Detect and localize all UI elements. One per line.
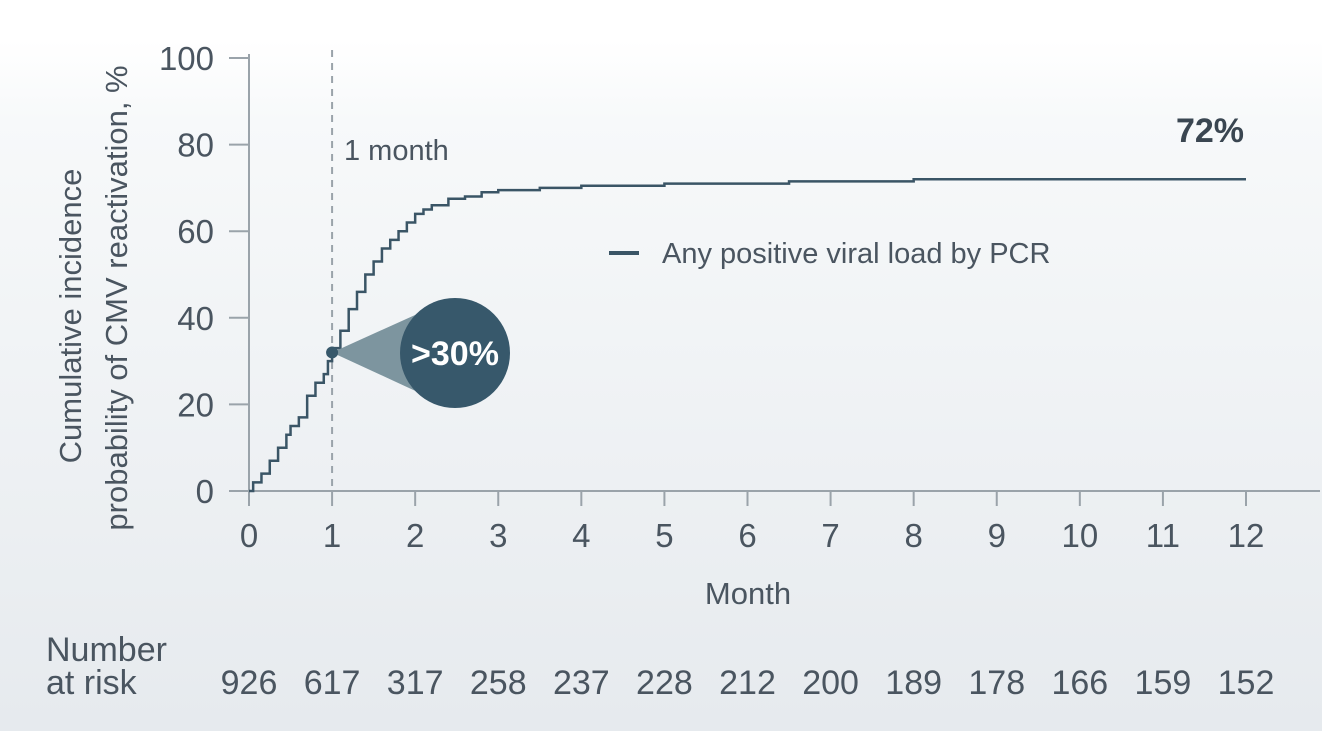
risk-value: 189 <box>885 664 942 702</box>
x-tick-label: 3 <box>489 517 507 554</box>
x-tick-label: 1 <box>323 517 341 554</box>
end-value-label: 72% <box>1176 112 1244 150</box>
x-tick-label: 6 <box>738 517 756 554</box>
x-tick-label: 0 <box>240 517 258 554</box>
x-tick-label: 11 <box>1146 517 1180 554</box>
y-tick-label: 60 <box>177 213 214 250</box>
risk-value: 617 <box>304 664 361 702</box>
callout-circle <box>400 298 510 408</box>
x-tick-label: 12 <box>1228 517 1265 554</box>
x-axis-label: Month <box>705 576 791 611</box>
legend-label: Any positive viral load by PCR <box>662 238 1050 270</box>
risk-value: 178 <box>968 664 1025 702</box>
x-tick-label: 9 <box>988 517 1006 554</box>
risk-value: 152 <box>1218 664 1275 702</box>
x-tick-label: 5 <box>655 517 673 554</box>
callout-label: >30% <box>411 335 499 373</box>
risk-value: 237 <box>553 664 610 702</box>
x-tick-label: 8 <box>904 517 922 554</box>
risk-table: Number at risk 926 617 317 258 237 228 212 200 1… <box>46 631 1274 702</box>
x-tick-label: 4 <box>572 517 590 554</box>
y-axis-label: Cumulative incidence probability of CMV … <box>53 65 134 530</box>
callout-dot <box>326 346 339 359</box>
risk-value: 159 <box>1135 664 1192 702</box>
risk-value: 926 <box>221 664 278 702</box>
y-axis-label-line2: probability of CMV reactivation, % <box>99 65 134 530</box>
y-axis-label-line1: Cumulative incidence <box>53 169 88 464</box>
series-line-any-positive-viral-load <box>249 177 1246 493</box>
risk-value: 166 <box>1051 664 1108 702</box>
x-axis: 0 1 2 3 4 5 6 7 8 9 10 11 12 <box>240 490 1320 554</box>
risk-value: 228 <box>636 664 693 702</box>
y-axis: 0 20 40 60 80 100 <box>159 40 250 510</box>
one-month-label: 1 month <box>344 135 449 167</box>
y-tick-label: 100 <box>159 40 214 77</box>
risk-table-title-line2: at risk <box>46 664 138 702</box>
legend: Any positive viral load by PCR <box>609 238 1050 270</box>
x-tick-label: 10 <box>1061 517 1098 554</box>
risk-value: 258 <box>470 664 527 702</box>
x-tick-label: 2 <box>406 517 424 554</box>
risk-table-title-line1: Number <box>46 631 167 669</box>
y-tick-label: 0 <box>196 473 214 510</box>
y-tick-label: 80 <box>177 127 214 164</box>
risk-value: 200 <box>802 664 859 702</box>
risk-value: 317 <box>387 664 444 702</box>
risk-value: 212 <box>719 664 776 702</box>
risk-values: 926 617 317 258 237 228 212 200 189 178 166 159 152 <box>221 664 1275 702</box>
callout-30-percent: >30% <box>326 298 510 408</box>
y-tick-label: 20 <box>177 386 214 423</box>
y-tick-label: 40 <box>177 300 214 337</box>
x-tick-label: 7 <box>821 517 839 554</box>
